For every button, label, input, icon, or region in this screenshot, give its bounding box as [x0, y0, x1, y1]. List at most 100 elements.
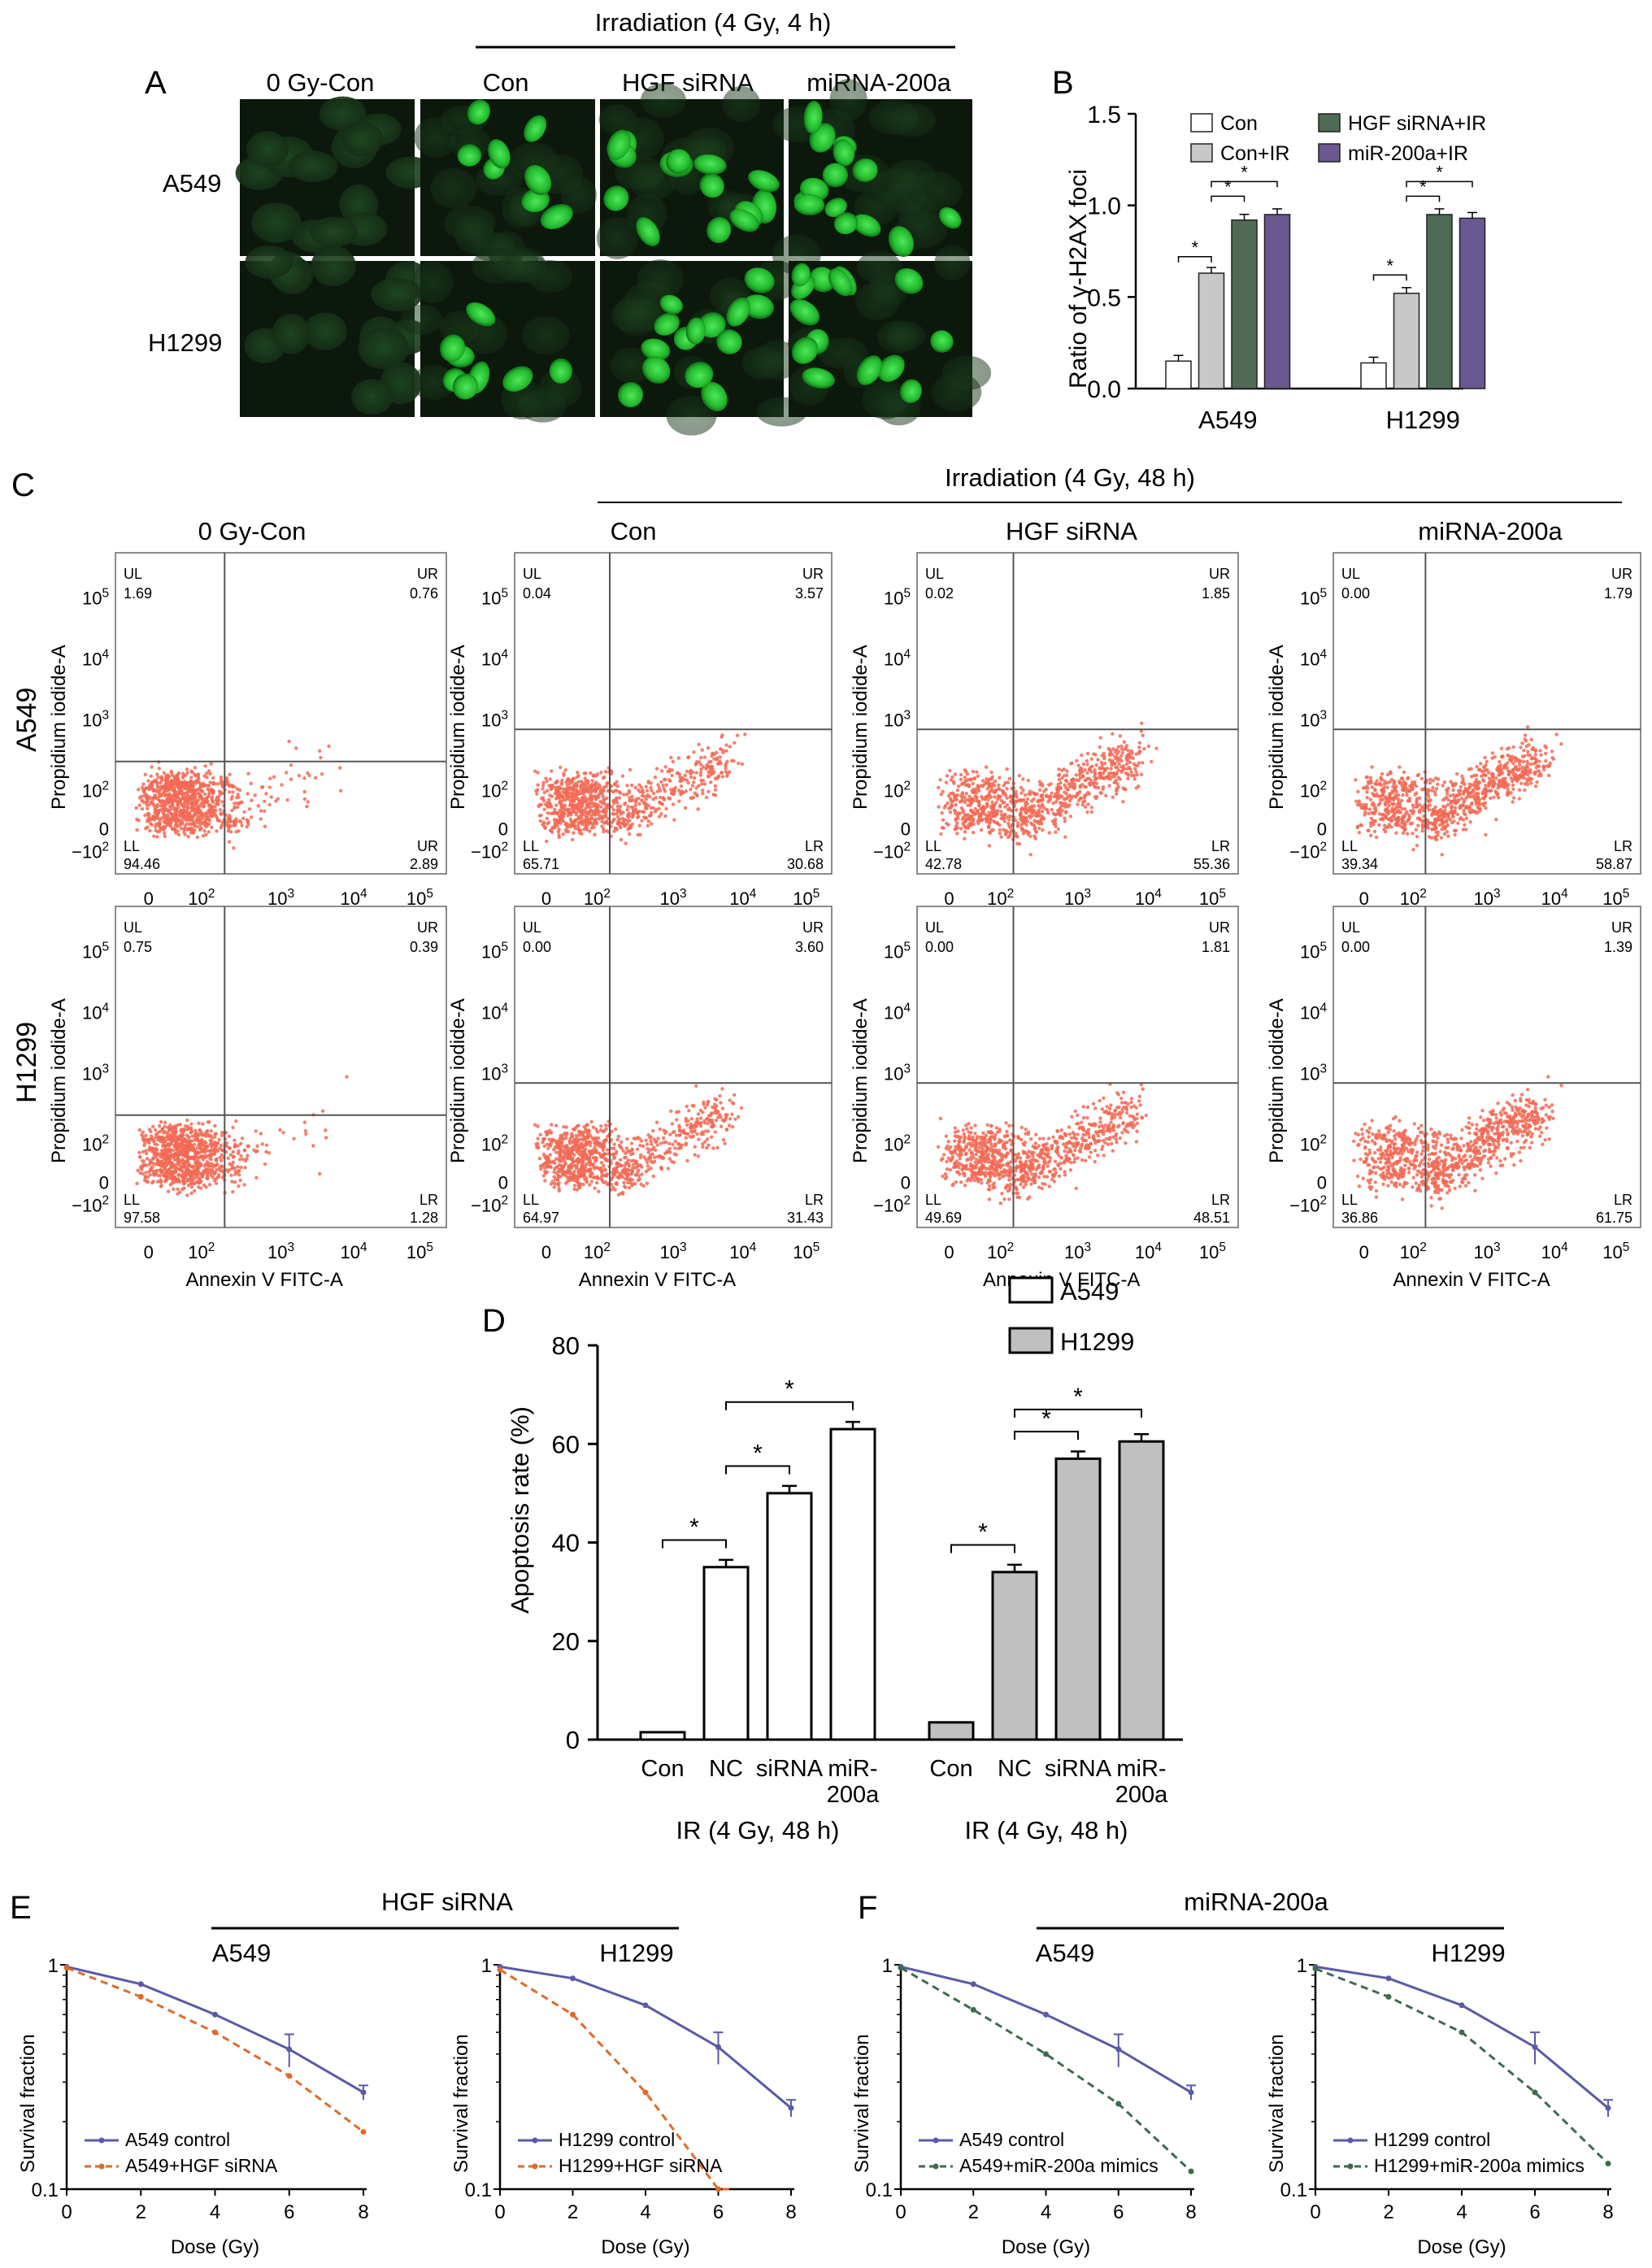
flow-event: [1454, 801, 1459, 806]
flow-event: [1124, 744, 1128, 748]
flow-event: [171, 773, 175, 778]
flow-event: [1007, 814, 1011, 819]
flow-event: [304, 1132, 308, 1136]
panel-b-category-label: A549: [1198, 406, 1257, 434]
flow-event: [211, 1142, 215, 1147]
panel-b-bar: [1426, 214, 1453, 389]
flow-event: [210, 815, 215, 819]
flow-event: [1383, 801, 1388, 805]
flow-event: [555, 785, 560, 789]
flow-event: [217, 1137, 221, 1142]
flow-event: [666, 769, 670, 774]
panel-c-group-header: Irradiation (4 Gy, 48 h): [945, 463, 1195, 492]
flow-event: [145, 802, 149, 807]
flow-event: [146, 806, 150, 810]
flow-event: [698, 770, 703, 775]
flow-event: [589, 809, 594, 813]
background-cell: [272, 314, 311, 354]
panel-b-ytick-label: 0.5: [1087, 285, 1121, 311]
flow-event: [227, 818, 231, 822]
flow-event: [237, 829, 241, 833]
flow-event: [659, 812, 663, 816]
flow-event: [1371, 811, 1376, 815]
flow-event: [677, 799, 681, 803]
flow-event: [1490, 772, 1494, 776]
flow-event: [1116, 776, 1121, 780]
flow-event: [1503, 776, 1507, 780]
flow-event: [1520, 765, 1525, 770]
flow-event: [175, 1166, 179, 1170]
flow-event: [319, 755, 323, 760]
micrograph-h1299-3: [787, 245, 992, 426]
flow-event: [189, 831, 193, 835]
flow-event: [1476, 806, 1481, 810]
flow-event: [165, 1137, 170, 1141]
panel-b-sig-star: *: [1224, 176, 1232, 197]
flow-event: [163, 1140, 167, 1145]
nucleus: [888, 226, 915, 257]
flow-event: [997, 786, 1001, 791]
flow-ytick-label: 103: [82, 1062, 109, 1084]
flow-event: [1121, 800, 1125, 804]
flow-event: [269, 795, 274, 799]
flow-event: [573, 827, 577, 831]
flow-event: [1443, 808, 1447, 812]
flow-event: [721, 750, 725, 755]
flow-event: [182, 1150, 187, 1154]
flow-event: [284, 771, 289, 775]
flow-xtick-label: 103: [267, 1240, 294, 1262]
flow-event: [208, 771, 212, 776]
flow-event: [1135, 773, 1139, 777]
flow-event: [541, 780, 546, 784]
flow-event: [998, 832, 1002, 836]
flow-event: [1093, 768, 1097, 772]
flow-event: [651, 1128, 655, 1133]
flow-event: [952, 793, 956, 797]
flow-event: [1380, 797, 1385, 802]
flow-event: [220, 1153, 224, 1157]
panel-a-group-header: Irradiation (4 Gy, 4 h): [595, 8, 832, 37]
nucleus: [742, 294, 774, 319]
flow-event: [572, 831, 576, 835]
flow-event: [559, 782, 564, 787]
flow-event: [237, 795, 241, 800]
flow-event: [210, 797, 214, 802]
flow-event: [1427, 835, 1432, 839]
flow-event: [1077, 773, 1081, 777]
flow-event: [629, 805, 634, 810]
flow-event: [213, 1171, 217, 1175]
flow-event: [204, 812, 209, 817]
flow-ytick-label: 104: [82, 648, 109, 670]
flow-event: [1080, 800, 1085, 804]
flow-event: [163, 1124, 167, 1129]
flow-event: [1511, 796, 1516, 800]
flow-event: [615, 804, 620, 809]
flow-event: [246, 1144, 251, 1149]
flow-event: [1398, 802, 1402, 806]
flow-ytick-label: 104: [884, 648, 911, 670]
flow-event: [206, 787, 210, 792]
flow-event: [640, 793, 645, 798]
flow-event: [1502, 785, 1506, 789]
nucleus: [789, 299, 820, 326]
flow-event: [1432, 827, 1437, 832]
panel-c-col-hgf-sirna: HGF siRNA: [1006, 517, 1137, 545]
flow-event: [1107, 748, 1112, 752]
flow-event: [1517, 763, 1522, 767]
flow-event: [963, 820, 967, 824]
flow-event: [1398, 779, 1402, 784]
flow-event: [654, 807, 659, 812]
flow-event: [189, 769, 193, 773]
flow-event: [216, 802, 220, 806]
flow-event: [1057, 777, 1062, 782]
flow-event: [189, 776, 193, 780]
flow-ytick-label: 0: [498, 819, 508, 840]
flow-event: [963, 795, 967, 800]
flow-event: [1109, 767, 1113, 771]
flow-event: [1551, 757, 1556, 761]
flow-event: [700, 748, 704, 752]
flow-event: [694, 786, 698, 790]
flow-event: [157, 1123, 162, 1128]
flow-event: [193, 779, 198, 784]
background-cell: [319, 96, 367, 131]
